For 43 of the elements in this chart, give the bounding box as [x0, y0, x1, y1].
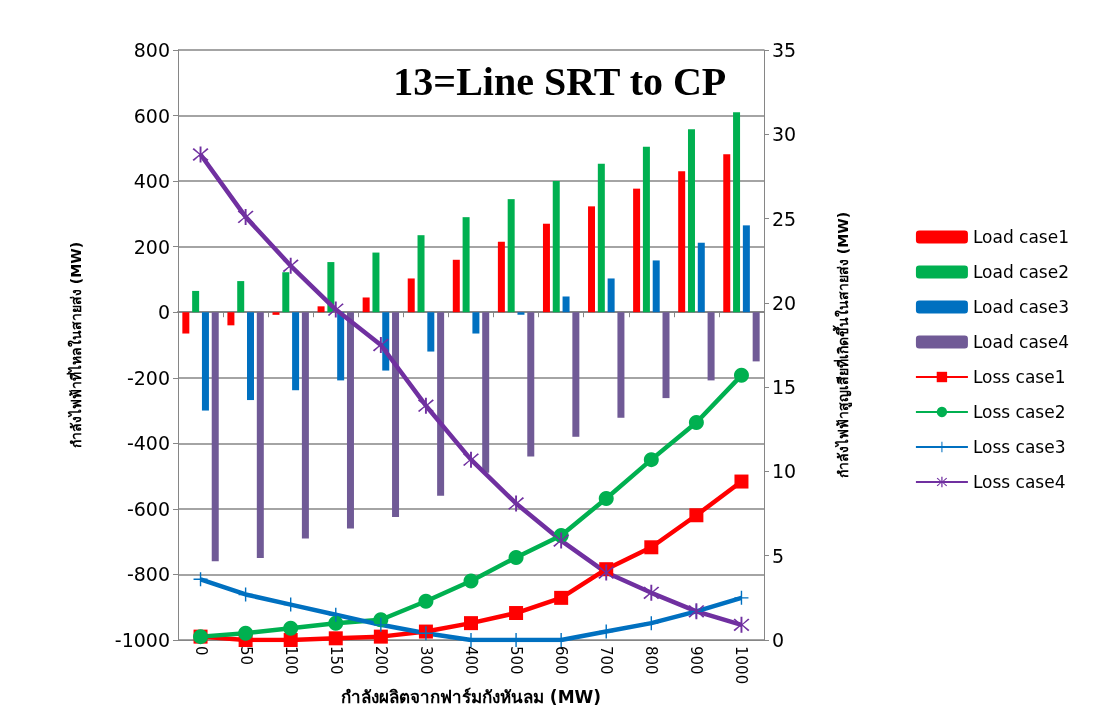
y2-tick-label: 10 [772, 460, 797, 483]
y2-tick-label: 0 [772, 629, 785, 651]
y-tick-label: -600 [126, 497, 170, 520]
x-tick-label: 900 [687, 646, 706, 675]
y-tick-label: 0 [157, 301, 170, 324]
y2-tick-label: 25 [772, 207, 797, 230]
y-tick-label: 200 [133, 235, 170, 258]
x-tick-label: 800 [642, 646, 661, 675]
x-tick-label: 400 [462, 646, 480, 675]
x-tick-label: 150 [326, 646, 345, 675]
x-tick-label: 100 [281, 646, 300, 675]
y2-tick-label: 15 [772, 376, 797, 399]
legend-label: Load case1 [972, 227, 1070, 247]
legend-label: Loss case2 [972, 402, 1066, 422]
legend-label: Load case2 [972, 262, 1070, 282]
y-tick-label: -400 [126, 432, 170, 455]
legend-label: Loss case3 [972, 437, 1066, 457]
y2-tick-label: 35 [772, 39, 797, 61]
y-tick-label: 400 [133, 170, 170, 193]
x-tick-label: 600 [552, 646, 571, 675]
x-tick-label: 50 [236, 646, 255, 666]
y2-tick-label: 30 [772, 123, 797, 146]
legend-label: Load case3 [972, 297, 1070, 317]
x-tick-label: 1000 [732, 646, 751, 685]
y-tick-label: -800 [126, 563, 170, 586]
y-tick-label: -1000 [114, 629, 170, 651]
y2-tick-label: 5 [772, 544, 785, 567]
y2-axis-title: กำลังไฟฟ้าสูญเสียที่เกิดขึ้นในสายส่ง (MW) [832, 211, 852, 479]
x-tick-label: 500 [507, 646, 526, 675]
y-tick-label: 800 [133, 39, 170, 61]
chart-title: 13=Line SRT to CP [393, 58, 727, 104]
y-axis-title: กำลังไฟฟ้าที่ไหลในสายส่ง (MW) [66, 241, 84, 449]
x-tick-label: 700 [597, 646, 616, 675]
y2-tick-label: 20 [772, 291, 797, 314]
x-axis-title: กำลังผลิตจากฟาร์มกังหันลม (MW) [340, 686, 602, 707]
x-tick-label: 300 [416, 646, 435, 675]
legend-label: Loss case4 [972, 472, 1066, 492]
x-tick-label: 200 [371, 646, 390, 675]
y-tick-label: -200 [126, 366, 170, 389]
y-tick-label: 600 [133, 104, 170, 127]
legend-label: Loss case1 [972, 367, 1066, 387]
x-tick-label: 0 [191, 646, 210, 656]
legend-label: Load case4 [972, 332, 1070, 352]
